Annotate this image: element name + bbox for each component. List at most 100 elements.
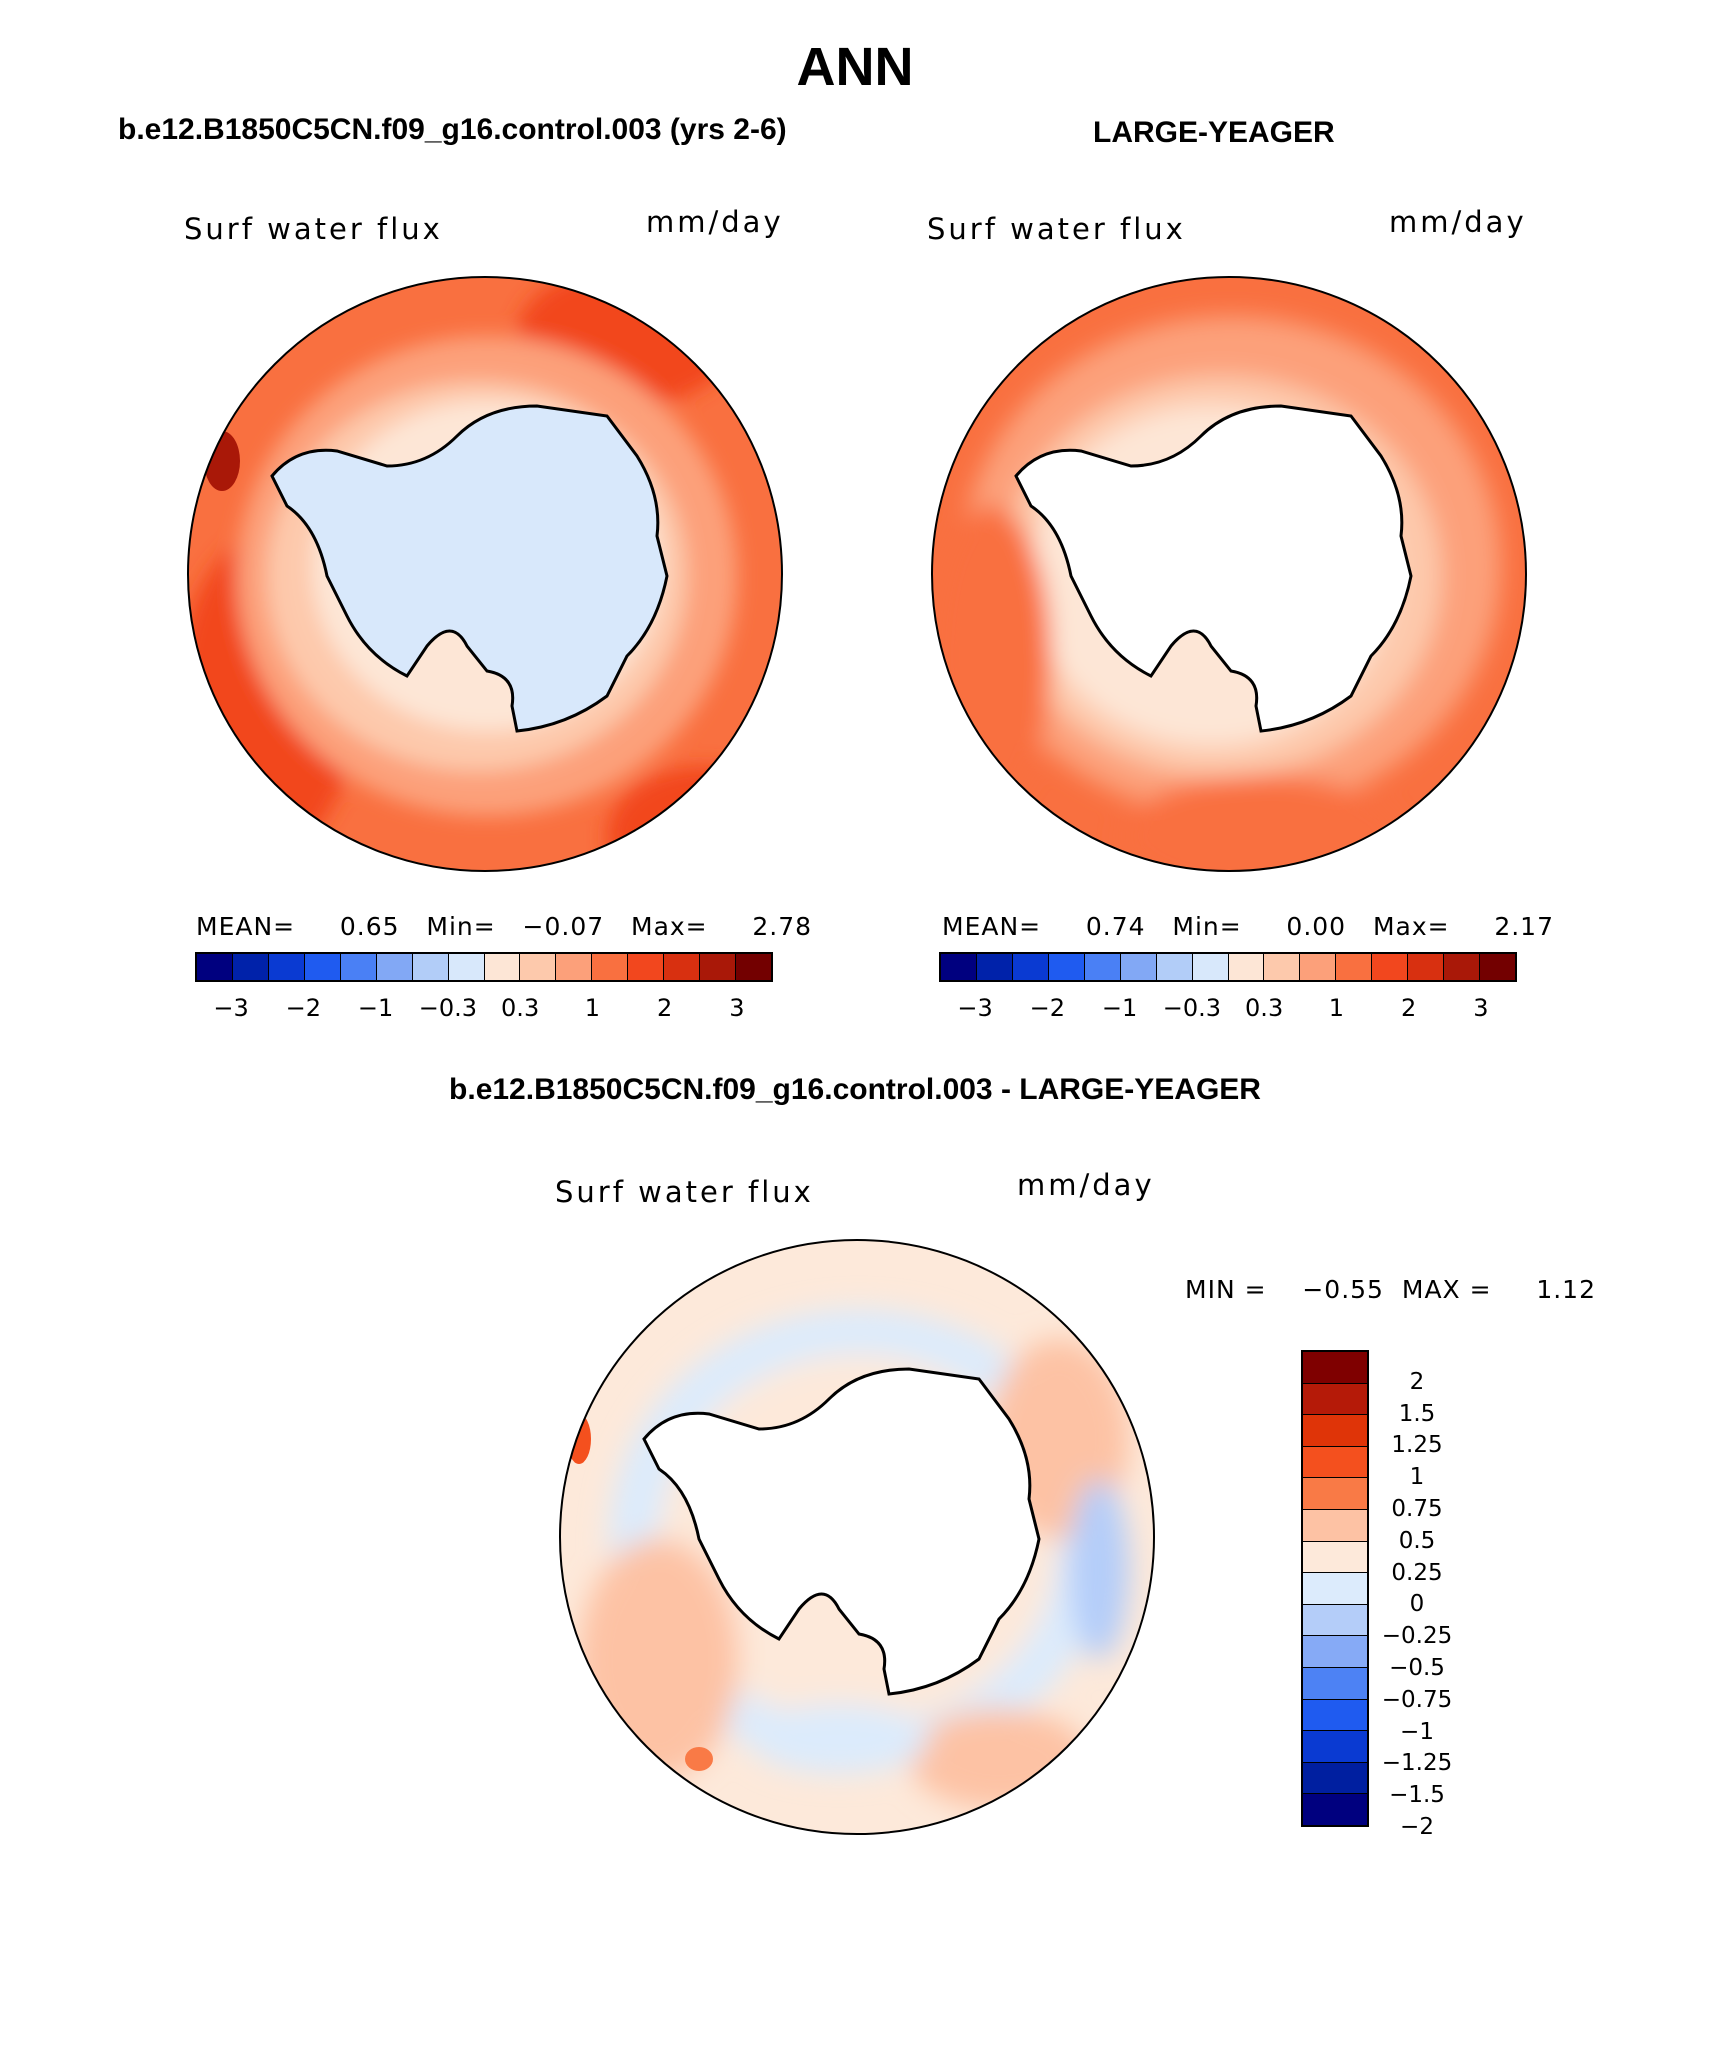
colorbar-swatch <box>1303 1352 1367 1384</box>
colorbar-tick-label: 0.5 <box>1398 1527 1436 1554</box>
panel-2-variable-label: Surf water flux <box>927 212 1186 246</box>
colorbar-tick-label: −2 <box>285 994 322 1022</box>
colorbar-tick-label: −3 <box>213 994 249 1022</box>
colorbar-swatch <box>1444 954 1481 980</box>
panel-3-max-label: MAX = <box>1401 1275 1492 1304</box>
panel-3-colorbar <box>1301 1350 1369 1827</box>
colorbar-swatch <box>484 954 521 980</box>
colorbar-swatch <box>340 954 377 980</box>
colorbar-tick-label: −0.5 <box>1389 1655 1445 1681</box>
panel-1-max-value: 2.78 <box>752 912 813 941</box>
colorbar-swatch <box>1120 954 1157 980</box>
colorbar-swatch <box>628 954 665 980</box>
colorbar-swatch <box>700 954 737 980</box>
colorbar-swatch <box>1303 1541 1367 1574</box>
colorbar-tick-label: 0 <box>1409 1591 1425 1618</box>
colorbar-swatch <box>448 954 485 980</box>
colorbar-swatch <box>1303 1573 1367 1605</box>
colorbar-swatch <box>1303 1383 1367 1416</box>
colorbar-tick-label: −1.5 <box>1389 1782 1445 1809</box>
colorbar-swatch <box>1303 1762 1367 1795</box>
colorbar-swatch <box>1228 954 1265 980</box>
panel-1-units-label: mm/day <box>646 205 784 239</box>
panel-1-min-label: Min= <box>426 912 496 941</box>
figure-title: ANN <box>796 37 914 97</box>
colorbar-swatch <box>1336 954 1373 980</box>
colorbar-swatch <box>664 954 701 980</box>
colorbar-swatch <box>1303 1509 1367 1542</box>
colorbar-tick-label: 0.25 <box>1391 1559 1443 1586</box>
colorbar-tick-label: 2 <box>1409 1368 1425 1395</box>
colorbar-tick-label: 3 <box>1473 994 1489 1022</box>
colorbar-swatch <box>1303 1699 1367 1732</box>
panel-1-variable-label: Surf water flux <box>184 212 443 246</box>
panel-2-max-label: Max= <box>1372 912 1450 941</box>
panel-3-variable-label: Surf water flux <box>555 1175 814 1209</box>
panel-1-map <box>187 276 783 872</box>
colorbar-swatch <box>1303 1446 1367 1479</box>
panel-2-mean-label: MEAN= <box>942 912 1042 941</box>
panel-3-map <box>559 1239 1155 1835</box>
panel-2-map <box>931 276 1527 872</box>
colorbar-tick-label: −2 <box>1029 994 1066 1022</box>
panel-2-mean-value: 0.74 <box>1085 912 1146 941</box>
panel-2-colorbar <box>939 952 1517 982</box>
colorbar-tick-label: 2 <box>1400 994 1417 1022</box>
colorbar-swatch <box>736 954 771 980</box>
colorbar-swatch <box>1048 954 1085 980</box>
colorbar-tick-label: −3 <box>957 994 993 1022</box>
colorbar-tick-label: 1 <box>1328 994 1345 1022</box>
colorbar-swatch <box>1303 1667 1367 1700</box>
colorbar-swatch <box>1303 1604 1367 1637</box>
colorbar-swatch <box>197 954 233 980</box>
panel-1-case-title: b.e12.B1850C5CN.f09_g16.control.003 (yrs… <box>118 113 787 146</box>
colorbar-swatch <box>1480 954 1515 980</box>
panel-1-colorbar <box>195 952 773 982</box>
panel-2-max-value: 2.17 <box>1494 912 1554 941</box>
colorbar-swatch <box>1303 1478 1367 1510</box>
panel-2-units-label: mm/day <box>1389 205 1527 239</box>
colorbar-swatch <box>1303 1731 1367 1763</box>
colorbar-swatch <box>1300 954 1337 980</box>
colorbar-swatch <box>1303 1636 1367 1668</box>
panel-2-min-label: Min= <box>1172 912 1242 941</box>
colorbar-swatch <box>412 954 449 980</box>
colorbar-tick-label: −1 <box>1101 994 1138 1022</box>
panel-3-min-value: −0.55 <box>1302 1275 1384 1304</box>
panel-3-case-title: b.e12.B1850C5CN.f09_g16.control.003 - LA… <box>449 1073 1261 1106</box>
colorbar-tick-label: 1.25 <box>1391 1432 1443 1459</box>
colorbar-swatch <box>1156 954 1193 980</box>
colorbar-swatch <box>1264 954 1301 980</box>
panel-1-min-value: −0.07 <box>522 912 605 941</box>
panel-3-units-label: mm/day <box>1017 1168 1155 1202</box>
colorbar-swatch <box>1192 954 1229 980</box>
colorbar-tick-label: 0.3 <box>501 994 540 1022</box>
colorbar-tick-label: −2 <box>1400 1814 1434 1840</box>
colorbar-tick-label: 1 <box>1409 1464 1425 1491</box>
colorbar-swatch <box>376 954 413 980</box>
colorbar-tick-label: −0.3 <box>1162 994 1222 1022</box>
panel-2-case-title: LARGE-YEAGER <box>1093 116 1335 149</box>
colorbar-swatch <box>556 954 593 980</box>
colorbar-tick-label: −1.25 <box>1381 1750 1453 1777</box>
colorbar-tick-label: 3 <box>729 994 745 1022</box>
panel-1-mean-value: 0.65 <box>339 912 400 941</box>
panel-1-max-label: Max= <box>631 912 708 941</box>
colorbar-swatch <box>520 954 557 980</box>
panel-3-max-value: 1.12 <box>1536 1275 1596 1304</box>
colorbar-tick-label: 2 <box>656 994 673 1022</box>
colorbar-swatch <box>1084 954 1121 980</box>
colorbar-swatch <box>1012 954 1049 980</box>
colorbar-swatch <box>941 954 977 980</box>
colorbar-swatch <box>268 954 305 980</box>
panel-3-stats: MIN = −0.55 MAX = 1.12 <box>1185 1275 1596 1304</box>
colorbar-swatch <box>1303 1415 1367 1447</box>
colorbar-swatch <box>1303 1794 1367 1825</box>
panel-1-stats: MEAN= 0.65 Min= −0.07 Max= 2.78 <box>196 912 812 941</box>
panel-1-mean-label: MEAN= <box>196 912 296 941</box>
colorbar-tick-label: 1 <box>584 994 601 1022</box>
colorbar-swatch <box>1408 954 1445 980</box>
panel-2-min-value: 0.00 <box>1286 912 1347 941</box>
colorbar-tick-label: −0.25 <box>1381 1623 1453 1650</box>
colorbar-swatch <box>232 954 269 980</box>
